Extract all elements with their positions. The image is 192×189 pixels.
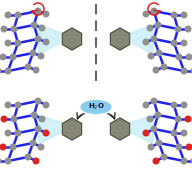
Circle shape (153, 158, 159, 164)
Ellipse shape (81, 101, 111, 114)
Circle shape (143, 130, 149, 136)
Circle shape (25, 154, 31, 160)
Circle shape (11, 26, 17, 32)
Circle shape (1, 116, 7, 122)
Circle shape (186, 54, 192, 60)
Circle shape (171, 12, 177, 18)
Circle shape (143, 102, 149, 108)
Circle shape (181, 12, 187, 18)
Polygon shape (124, 114, 155, 144)
Circle shape (185, 26, 191, 32)
Circle shape (175, 116, 181, 122)
Circle shape (35, 98, 41, 104)
Circle shape (11, 116, 17, 122)
Circle shape (15, 40, 21, 46)
Circle shape (181, 102, 187, 108)
Circle shape (176, 54, 182, 60)
Circle shape (155, 112, 161, 118)
Circle shape (38, 144, 44, 150)
Circle shape (15, 130, 21, 136)
Circle shape (156, 50, 162, 56)
Circle shape (185, 116, 191, 122)
Circle shape (5, 102, 11, 108)
Circle shape (5, 130, 11, 136)
Polygon shape (37, 24, 68, 54)
Polygon shape (62, 28, 82, 50)
Circle shape (151, 8, 157, 14)
Circle shape (156, 140, 162, 146)
Circle shape (1, 26, 7, 32)
Polygon shape (37, 114, 68, 144)
Circle shape (43, 130, 49, 136)
Circle shape (161, 64, 167, 70)
Circle shape (0, 68, 1, 74)
Circle shape (33, 67, 39, 73)
Circle shape (43, 102, 49, 108)
Circle shape (148, 53, 154, 59)
Circle shape (153, 67, 159, 73)
Circle shape (30, 50, 36, 56)
Circle shape (35, 8, 41, 14)
Circle shape (171, 40, 177, 46)
Circle shape (25, 64, 31, 70)
Polygon shape (62, 118, 82, 140)
Circle shape (181, 40, 187, 46)
Circle shape (143, 39, 149, 45)
Circle shape (186, 144, 192, 150)
Circle shape (30, 140, 36, 146)
Circle shape (171, 130, 177, 136)
Text: H$_2$O: H$_2$O (88, 102, 104, 112)
Circle shape (151, 98, 157, 104)
Circle shape (39, 116, 45, 122)
Circle shape (0, 144, 6, 150)
Circle shape (176, 144, 182, 150)
Circle shape (143, 11, 149, 17)
Circle shape (5, 40, 11, 46)
Circle shape (5, 158, 11, 164)
Circle shape (175, 26, 181, 32)
Circle shape (38, 53, 44, 59)
Polygon shape (110, 118, 130, 140)
Polygon shape (110, 28, 130, 50)
Circle shape (151, 126, 157, 132)
Circle shape (171, 102, 177, 108)
Circle shape (15, 12, 21, 18)
Circle shape (161, 154, 167, 160)
Circle shape (5, 68, 11, 74)
Circle shape (181, 130, 187, 136)
Circle shape (0, 158, 1, 164)
Circle shape (147, 116, 153, 122)
Circle shape (181, 158, 187, 164)
Circle shape (39, 25, 45, 31)
Circle shape (151, 36, 157, 42)
Circle shape (155, 22, 161, 28)
Circle shape (191, 158, 192, 164)
Circle shape (33, 158, 39, 164)
Circle shape (0, 54, 6, 60)
Circle shape (35, 126, 41, 132)
Circle shape (147, 25, 153, 31)
Circle shape (43, 39, 49, 45)
Circle shape (181, 68, 187, 74)
Circle shape (35, 36, 41, 42)
Circle shape (10, 144, 16, 150)
Circle shape (5, 12, 11, 18)
Circle shape (148, 144, 154, 150)
Circle shape (15, 102, 21, 108)
Circle shape (31, 112, 37, 118)
Polygon shape (124, 24, 155, 54)
Circle shape (31, 22, 37, 28)
Circle shape (191, 68, 192, 74)
Circle shape (10, 54, 16, 60)
Circle shape (43, 11, 49, 17)
